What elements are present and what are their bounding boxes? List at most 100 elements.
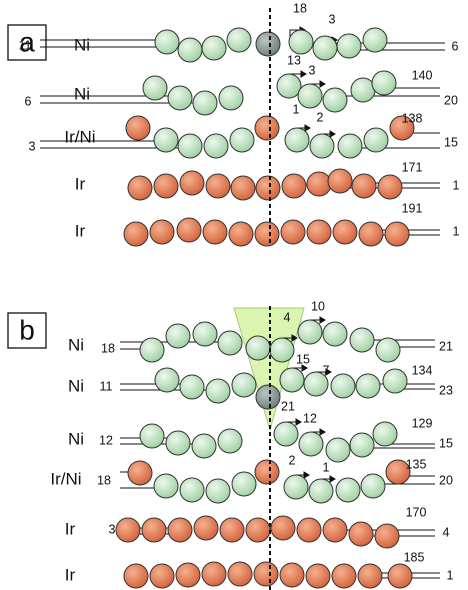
atom	[204, 134, 228, 158]
annotation: 7	[323, 363, 330, 377]
panel-label: b	[19, 314, 35, 345]
atom	[192, 434, 216, 458]
atom	[128, 176, 152, 200]
atom	[180, 478, 204, 502]
annotation: 2	[317, 110, 324, 124]
atom	[349, 522, 373, 546]
annotation: 11	[19, 38, 32, 52]
atom	[281, 220, 305, 244]
arrow-head	[296, 419, 301, 425]
atom	[282, 174, 306, 198]
atom	[323, 88, 347, 112]
atom	[178, 38, 202, 62]
element-label: Ir	[65, 519, 76, 538]
annotation: 21	[439, 339, 453, 353]
atom	[230, 128, 254, 152]
atom	[313, 36, 337, 60]
atom	[229, 222, 253, 246]
atom	[231, 176, 255, 200]
atom	[388, 564, 412, 588]
atom	[385, 222, 409, 246]
annotation: 18	[101, 341, 115, 355]
atom	[124, 564, 148, 588]
atom	[297, 518, 321, 542]
atom	[176, 563, 200, 587]
atom	[331, 374, 355, 398]
annotation: 170	[406, 505, 427, 519]
annotation: 15	[444, 135, 458, 149]
figure: a b Ni111836Ni613314020Ir/Ni31213815Ir17…	[0, 0, 468, 590]
atom	[206, 479, 230, 503]
atom	[143, 76, 167, 100]
element-label: Ni	[74, 35, 90, 54]
annotation: 135	[406, 457, 427, 471]
annotation: 23	[439, 383, 453, 397]
atom	[126, 116, 150, 140]
atom	[256, 32, 280, 56]
atom	[255, 116, 279, 140]
atom	[154, 174, 178, 198]
atom	[336, 478, 360, 502]
atom	[328, 169, 352, 193]
annotation: 15	[439, 436, 453, 450]
atom	[154, 474, 178, 498]
atom	[310, 134, 334, 158]
atom	[383, 369, 407, 393]
atom	[376, 338, 400, 362]
annotation: 191	[402, 201, 423, 215]
atom	[332, 564, 356, 588]
atom	[232, 472, 256, 496]
atom	[142, 518, 166, 542]
atom	[150, 564, 174, 588]
atom	[154, 128, 178, 152]
atom	[128, 461, 152, 485]
annotation: 12	[303, 411, 317, 425]
atom	[323, 518, 347, 542]
atom	[364, 128, 388, 152]
annotation: 11	[100, 379, 113, 393]
atom	[289, 30, 313, 54]
annotation: 2	[289, 453, 296, 467]
atom	[333, 220, 357, 244]
atom	[246, 336, 270, 360]
atom	[284, 475, 308, 499]
atom	[228, 562, 252, 586]
atom	[246, 518, 270, 542]
annotation: 134	[412, 363, 433, 377]
atom	[194, 516, 218, 540]
atom	[307, 220, 331, 244]
atom	[363, 28, 387, 52]
atom	[180, 375, 204, 399]
annotation: 1	[293, 102, 300, 116]
element-label: Ir	[75, 174, 86, 193]
atom	[358, 564, 382, 588]
atom	[337, 34, 361, 58]
atom	[218, 429, 242, 453]
element-label: Ni	[68, 335, 84, 354]
atom	[375, 524, 399, 548]
atom	[338, 134, 362, 158]
annotation: 138	[402, 111, 423, 125]
atom	[227, 28, 251, 52]
annotation: 15	[296, 352, 310, 366]
atom	[277, 74, 301, 98]
atom	[116, 518, 140, 542]
annotation: 20	[444, 93, 458, 107]
atom	[218, 331, 242, 355]
atom	[256, 176, 280, 200]
atom	[202, 36, 226, 60]
atom	[350, 433, 374, 457]
atom	[352, 174, 376, 198]
annotation: 1	[447, 568, 454, 582]
atom	[280, 563, 304, 587]
atom	[178, 134, 202, 158]
arrow-head	[320, 429, 325, 435]
atom	[193, 91, 217, 115]
atom	[280, 368, 304, 392]
annotation: 171	[402, 160, 423, 174]
atom	[177, 218, 201, 242]
atom	[232, 373, 256, 397]
atom	[140, 338, 164, 362]
atom	[372, 71, 396, 95]
annotation: 18	[97, 473, 111, 487]
